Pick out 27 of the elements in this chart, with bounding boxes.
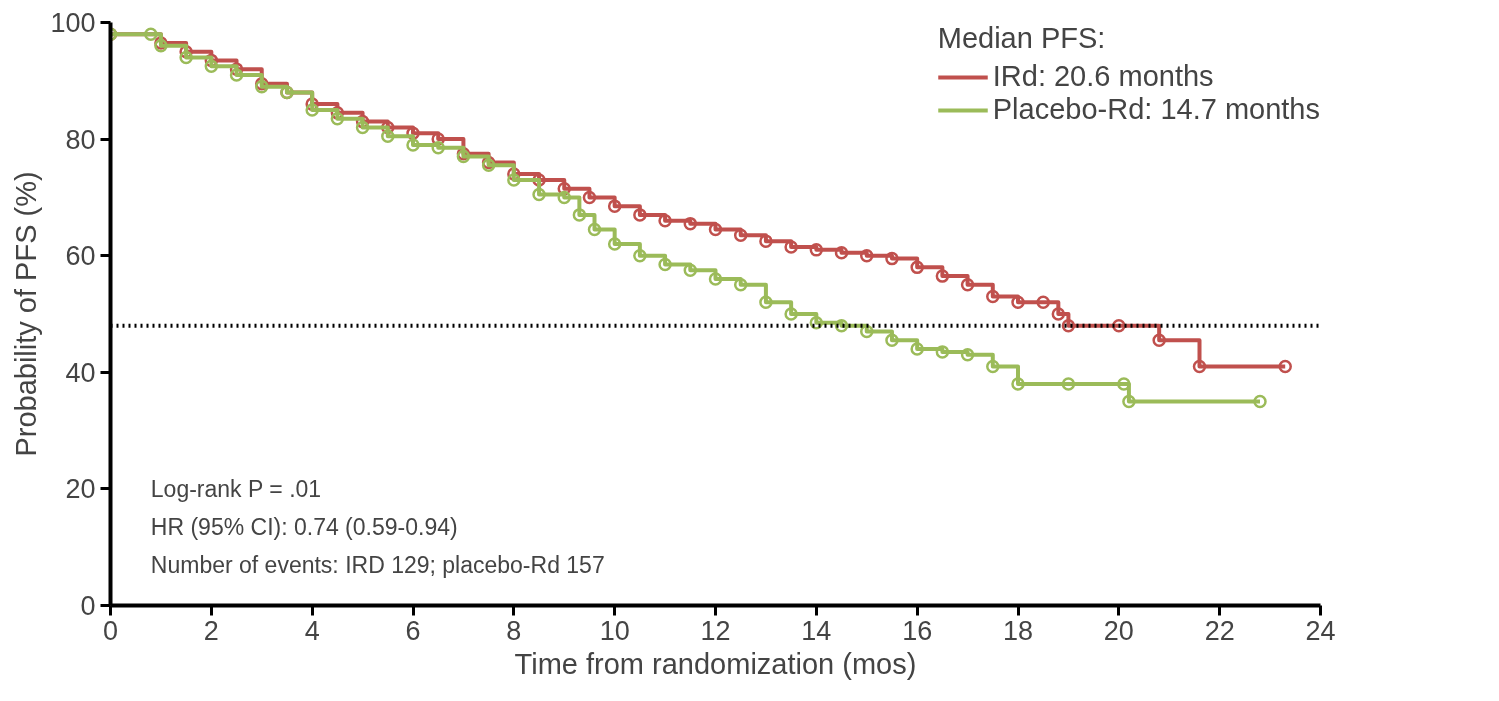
x-tick-label: 8 [506, 615, 522, 646]
x-axis-title: Time from randomization (mos) [514, 647, 917, 680]
y-axis-title: Probability of PFS (%) [10, 171, 43, 457]
x-tick-label: 22 [1204, 615, 1235, 646]
x-tick-label: 14 [801, 615, 832, 646]
x-tick-label: 10 [599, 615, 630, 646]
y-tick-label: 80 [65, 124, 96, 155]
x-tick-label: 2 [203, 615, 219, 646]
legend-label: Placebo-Rd: 14.7 months [992, 93, 1320, 126]
y-tick-label: 20 [65, 474, 96, 505]
y-tick-label: 100 [50, 8, 96, 38]
annotation: Log-rank P = .01 [150, 475, 322, 502]
x-tick-label: 16 [902, 615, 933, 646]
x-tick-label: 0 [102, 615, 119, 646]
x-tick-label: 24 [1305, 615, 1336, 646]
y-tick-label: 40 [65, 357, 96, 388]
annotation: Number of events: IRD 129; placebo-Rd 157 [150, 551, 605, 578]
y-tick-label: 60 [65, 241, 96, 272]
annotation: HR (95% CI): 0.74 (0.59-0.94) [150, 513, 458, 540]
x-tick-label: 12 [700, 615, 731, 646]
y-tick-label: 0 [80, 591, 96, 621]
x-tick-label: 6 [405, 615, 421, 646]
x-tick-label: 18 [1002, 615, 1034, 646]
legend-label: IRd: 20.6 months [992, 60, 1214, 93]
x-tick-label: 20 [1103, 615, 1134, 646]
x-tick-label: 4 [304, 615, 320, 646]
legend-title: Median PFS: [937, 22, 1107, 55]
